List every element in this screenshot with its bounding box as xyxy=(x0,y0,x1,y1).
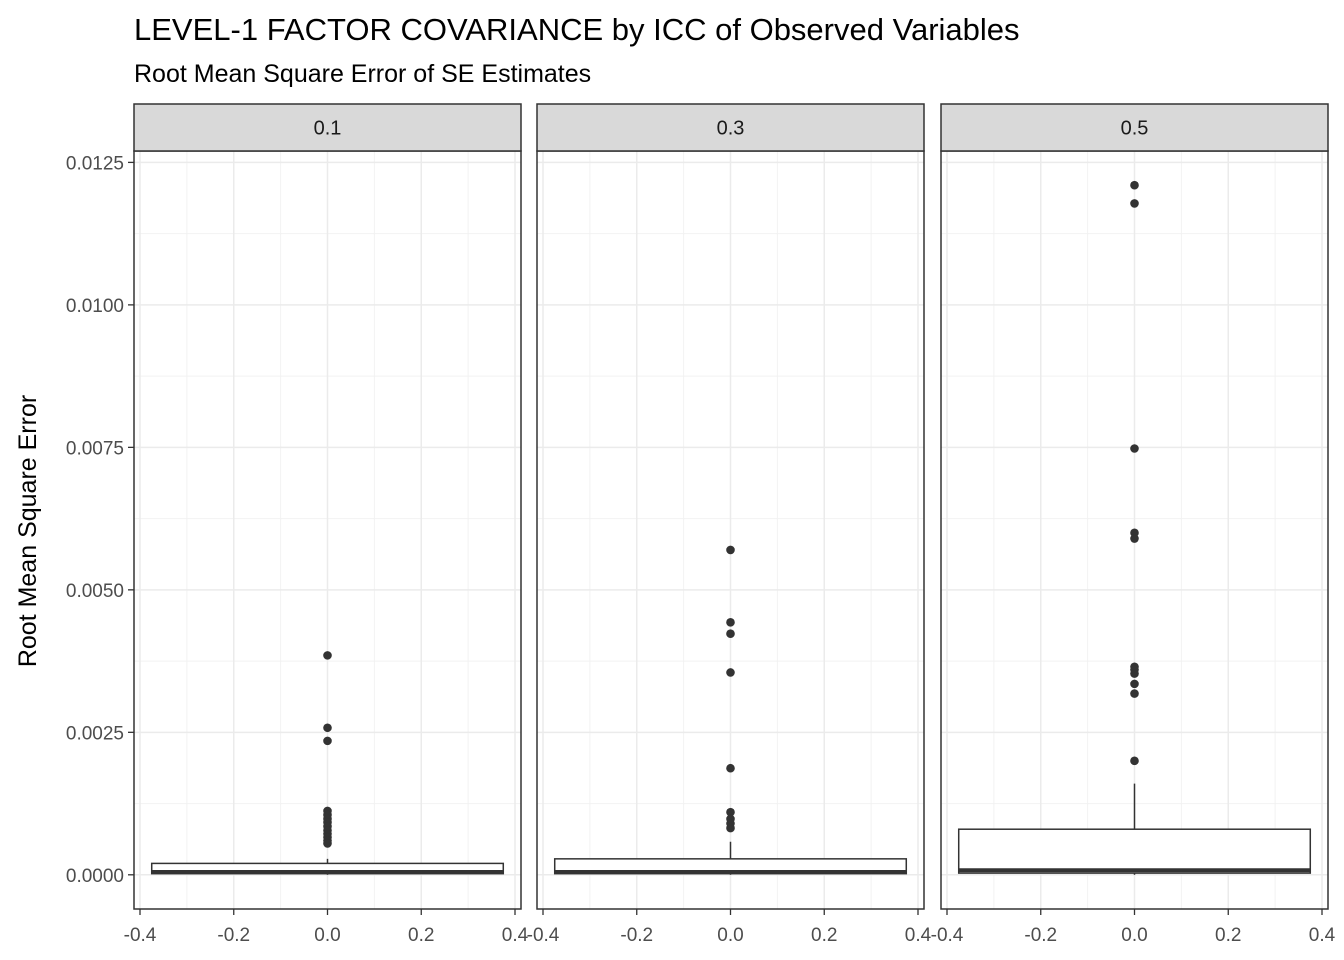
outlier-point xyxy=(726,668,735,677)
facet-strip xyxy=(940,103,1329,152)
facet-label: 0.5 xyxy=(1121,118,1149,140)
outlier-point xyxy=(726,807,735,817)
facet-panels: 0.1 -0.4 -0.2 0.0 0.2 0.4 0.3 -0.4 -0.2 0.0 0.2 0.4… xyxy=(124,103,1336,946)
outlier-point xyxy=(323,723,332,733)
x-tick-label: -0.2 xyxy=(620,925,653,946)
outlier-point xyxy=(1130,669,1139,678)
outlier-point xyxy=(726,763,735,773)
chart-title: LEVEL-1 FACTOR COVARIANCE by ICC of Obse… xyxy=(134,12,1020,47)
facet-panel: 0.5 -0.4 -0.2 0.0 0.2 0.4 xyxy=(931,103,1336,946)
facet-label: 0.3 xyxy=(717,118,745,140)
outlier-point xyxy=(726,618,735,627)
outlier-point xyxy=(1130,444,1139,453)
outlier-point xyxy=(1130,180,1139,190)
outlier-point xyxy=(1130,756,1139,766)
y-tick-label: 0.0025 xyxy=(66,723,124,744)
y-axis: 0.0000 0.0025 0.0050 0.0075 0.0100 0.0125 xyxy=(66,153,134,887)
facet-label: 0.1 xyxy=(314,118,342,140)
x-tick-label: 0.0 xyxy=(314,925,340,946)
x-tick-label: 0.4 xyxy=(1309,925,1336,946)
x-tick-label: 0.2 xyxy=(408,925,434,946)
facet-strip xyxy=(133,103,522,152)
outlier-point xyxy=(323,651,332,660)
y-tick-label: 0.0050 xyxy=(66,581,124,602)
outlier-point xyxy=(1130,679,1139,689)
y-tick-label: 0.0075 xyxy=(66,438,124,459)
y-tick-label: 0.0100 xyxy=(66,296,124,317)
x-tick-label: -0.4 xyxy=(124,925,157,946)
x-tick-label: 0.0 xyxy=(717,925,743,946)
x-tick-label: -0.2 xyxy=(1024,925,1057,946)
chart-subtitle: Root Mean Square Error of SE Estimates xyxy=(134,60,592,88)
y-tick-label: 0.0000 xyxy=(66,866,124,887)
x-tick-label: 0.2 xyxy=(811,925,837,946)
y-axis-title: Root Mean Square Error xyxy=(14,395,42,667)
facet-panel: 0.3 -0.4 -0.2 0.0 0.2 0.4 xyxy=(527,103,932,946)
x-tick-label: -0.2 xyxy=(217,925,250,946)
x-tick-label: -0.4 xyxy=(527,925,560,946)
y-axis-title-group: Root Mean Square Error xyxy=(14,395,42,667)
x-tick-label: 0.0 xyxy=(1121,925,1147,946)
outlier-point xyxy=(1130,199,1139,208)
x-tick-label: -0.4 xyxy=(931,925,964,946)
outlier-point xyxy=(323,839,332,848)
outlier-point xyxy=(726,545,735,555)
x-tick-label: 0.4 xyxy=(502,925,529,946)
outlier-point xyxy=(1130,534,1139,543)
x-tick-label: 0.2 xyxy=(1215,925,1241,946)
facet-strip xyxy=(536,103,925,152)
outlier-point xyxy=(1130,689,1139,698)
x-tick-label: 0.4 xyxy=(905,925,932,946)
outlier-point xyxy=(726,823,735,833)
outlier-point xyxy=(726,629,735,639)
y-tick-label: 0.0125 xyxy=(66,153,124,174)
box xyxy=(957,828,1312,874)
outlier-point xyxy=(323,736,332,746)
facet-panel: 0.1 -0.4 -0.2 0.0 0.2 0.4 xyxy=(124,103,529,946)
